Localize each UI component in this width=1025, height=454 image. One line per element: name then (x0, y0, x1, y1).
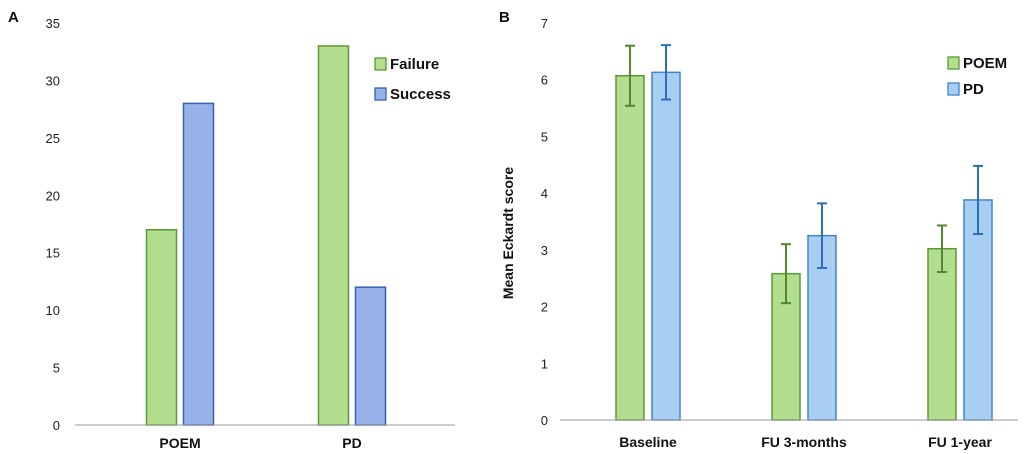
bar-success-pd (354, 286, 387, 426)
y-tick-label: 10 (46, 303, 60, 318)
y-tick-label: 20 (46, 188, 60, 203)
legend-label-success: Success (390, 86, 451, 103)
chart-panel-a: A 0 5 10 15 20 25 30 35 POEM PD Failure Success (8, 9, 455, 451)
y-tick-labels-a: 0 5 10 15 20 25 30 35 (46, 16, 60, 433)
category-labels-a: POEM PD (159, 435, 361, 451)
legend-swatch-pd (947, 82, 960, 96)
legend-a: Failure Success (374, 56, 451, 103)
legend-swatch-poem (947, 56, 960, 70)
y-tick-label: 5 (541, 129, 548, 144)
legend-swatch-failure (374, 57, 387, 71)
category-label: FU 1-year (928, 434, 992, 450)
legend-label-poem: POEM (963, 55, 1007, 72)
y-tick-label: 0 (53, 418, 60, 433)
y-tick-label: 2 (541, 300, 548, 315)
y-tick-label: 5 (53, 361, 60, 376)
bars-a (145, 45, 387, 426)
error-bars-b (625, 44, 983, 305)
y-tick-label: 30 (46, 73, 60, 88)
y-tick-label: 3 (541, 243, 548, 258)
y-tick-label: 15 (46, 246, 60, 261)
category-label: FU 3-months (761, 434, 847, 450)
bar-poem-fu-1-year (927, 247, 957, 421)
category-label: Baseline (619, 434, 677, 450)
y-tick-label: 6 (541, 73, 548, 88)
bars-b (615, 71, 993, 421)
y-tick-label: 1 (541, 356, 548, 371)
legend-swatch-success (374, 87, 387, 101)
category-labels-b: Baseline FU 3-months FU 1-year (619, 434, 992, 450)
category-label: PD (342, 435, 361, 451)
y-tick-label: 7 (541, 16, 548, 31)
legend-b: POEM PD (947, 55, 1007, 98)
bar-failure-pd (317, 45, 350, 426)
y-tick-labels-b: 0 1 2 3 4 5 6 7 (541, 16, 548, 428)
bar-failure-poem (145, 228, 178, 426)
bar-poem-baseline (615, 74, 645, 421)
category-label: POEM (159, 435, 200, 451)
chart-panel-b: B Mean Eckardt score 0 1 2 3 4 5 6 7 Baseline FU… (499, 9, 1018, 450)
bar-pd-baseline (651, 71, 681, 421)
y-tick-label: 25 (46, 131, 60, 146)
y-axis-title-b: Mean Eckardt score (500, 167, 516, 299)
y-tick-label: 4 (541, 186, 548, 201)
legend-label-failure: Failure (390, 56, 439, 73)
panel-letter-a: A (8, 9, 19, 26)
y-tick-label: 0 (541, 413, 548, 428)
legend-label-pd: PD (963, 81, 984, 98)
bar-success-poem (182, 102, 215, 426)
y-tick-label: 35 (46, 16, 60, 31)
panel-letter-b: B (499, 9, 510, 26)
